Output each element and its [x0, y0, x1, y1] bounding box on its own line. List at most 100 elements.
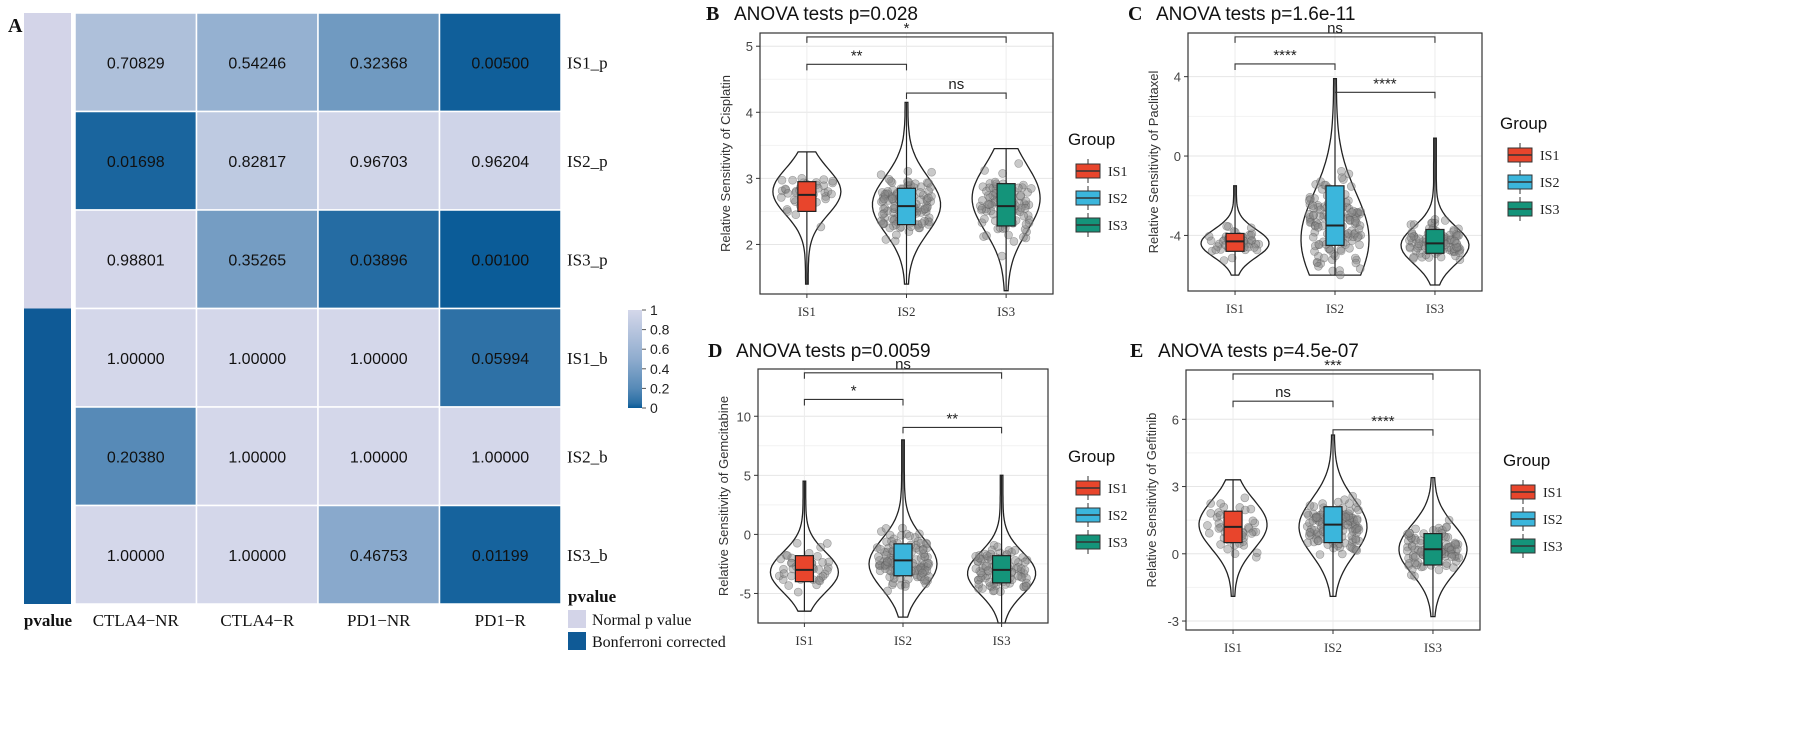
- significance-label: *: [851, 382, 857, 399]
- data-point: [1021, 220, 1031, 229]
- panel-label-b: B: [706, 3, 719, 25]
- data-point: [1402, 546, 1412, 556]
- heatmap-cell: [74, 504, 198, 605]
- data-point: [879, 209, 889, 218]
- data-point: [816, 542, 825, 552]
- colorbar-tick-label: 1: [650, 302, 658, 318]
- box-is1: [794, 555, 815, 583]
- data-point: [1020, 565, 1030, 575]
- data-point: [1313, 536, 1323, 546]
- violin-is3: [1400, 137, 1470, 286]
- y-tick-label: 0: [1174, 149, 1181, 164]
- data-point: [1333, 497, 1343, 507]
- violin-is1: [1198, 479, 1268, 598]
- data-point: [874, 552, 883, 561]
- data-point: [1009, 237, 1019, 246]
- data-point: [1446, 545, 1456, 555]
- data-point: [903, 166, 913, 176]
- data-point: [1211, 245, 1221, 255]
- data-point: [920, 204, 930, 214]
- data-point: [1216, 245, 1225, 254]
- data-point: [919, 205, 928, 215]
- data-point: [1449, 563, 1458, 572]
- data-point: [1343, 520, 1352, 530]
- data-point: [976, 568, 986, 578]
- data-point: [885, 223, 895, 233]
- data-point: [1347, 208, 1356, 217]
- x-tick-label: IS1: [1226, 301, 1244, 316]
- x-tick-label: IS3: [1424, 640, 1442, 655]
- plot-area-c: [1188, 33, 1482, 291]
- colorbar-tick-label: 0: [650, 400, 658, 416]
- data-point: [1450, 552, 1459, 561]
- data-point: [1355, 240, 1364, 250]
- violin-is3: [971, 147, 1041, 292]
- heatmap-cell-value: 0.70829: [107, 55, 165, 72]
- heatmap-cell: [438, 12, 562, 113]
- significance-label: **: [946, 410, 958, 427]
- heatmap-cell: [195, 504, 319, 605]
- data-point: [1451, 539, 1460, 549]
- y-tick-label: -3: [1167, 614, 1179, 629]
- data-point: [828, 176, 838, 186]
- data-point: [1304, 210, 1314, 219]
- x-tick-label: IS2: [1324, 640, 1342, 655]
- panel-label-c: C: [1128, 3, 1142, 25]
- comparison-bracket: [806, 36, 1007, 43]
- data-point: [875, 566, 885, 576]
- data-point: [1313, 202, 1323, 212]
- data-point: [980, 166, 989, 175]
- data-point: [1305, 531, 1314, 540]
- y-axis-label: Relative Sensitivity of Gefitinib: [1144, 413, 1159, 588]
- comparison-bracket: [1234, 36, 1436, 43]
- data-point: [1405, 558, 1414, 568]
- data-point: [777, 175, 787, 185]
- heatmap-cell: [74, 406, 198, 507]
- data-point: [891, 230, 901, 240]
- data-point: [1022, 227, 1031, 237]
- data-point: [816, 222, 826, 232]
- data-point: [782, 551, 792, 560]
- data-point: [1020, 557, 1030, 567]
- data-point: [1440, 216, 1450, 225]
- chart-title-e: ANOVA tests p=4.5e-07: [1158, 341, 1359, 362]
- heatmap-cell: [317, 504, 441, 605]
- data-point: [1414, 239, 1424, 248]
- data-point: [988, 586, 998, 596]
- data-point: [1248, 516, 1258, 526]
- data-point: [883, 586, 892, 596]
- box-is3: [996, 183, 1016, 227]
- data-point: [876, 544, 885, 554]
- data-point: [1016, 191, 1025, 200]
- heatmap-cell-value: 0.35265: [228, 252, 286, 269]
- data-point: [779, 564, 788, 574]
- heatmap-row-label: IS1_b: [567, 349, 608, 368]
- x-tick-label: IS2: [897, 304, 915, 319]
- data-point: [1350, 216, 1360, 226]
- data-point: [1305, 501, 1315, 510]
- data-point: [920, 575, 930, 584]
- legend-title: Group: [1068, 130, 1115, 149]
- plot-area-d: [758, 369, 1048, 624]
- data-point: [1206, 499, 1215, 508]
- annotation-label: pvalue: [24, 611, 73, 630]
- annotation-cell: [24, 308, 71, 407]
- legend-item-label: IS1: [1108, 482, 1127, 497]
- plot-area-b: [760, 33, 1053, 294]
- heatmap-cell: [317, 406, 441, 507]
- y-tick-label: 3: [746, 171, 753, 186]
- y-tick-label: 0: [744, 527, 751, 542]
- data-point: [1453, 544, 1462, 554]
- data-point: [818, 557, 827, 567]
- data-point: [814, 575, 824, 585]
- comparison-bracket: [803, 372, 1003, 379]
- heatmap-cell: [438, 406, 562, 507]
- y-tick-label: -4: [1169, 228, 1181, 243]
- data-point: [1204, 232, 1214, 241]
- legend-item-label: IS2: [1108, 192, 1127, 207]
- data-point: [1303, 508, 1312, 518]
- data-point: [1315, 211, 1325, 221]
- heatmap-row-label: IS2_b: [567, 447, 608, 466]
- heatmap-cell-value: 1.00000: [350, 351, 408, 368]
